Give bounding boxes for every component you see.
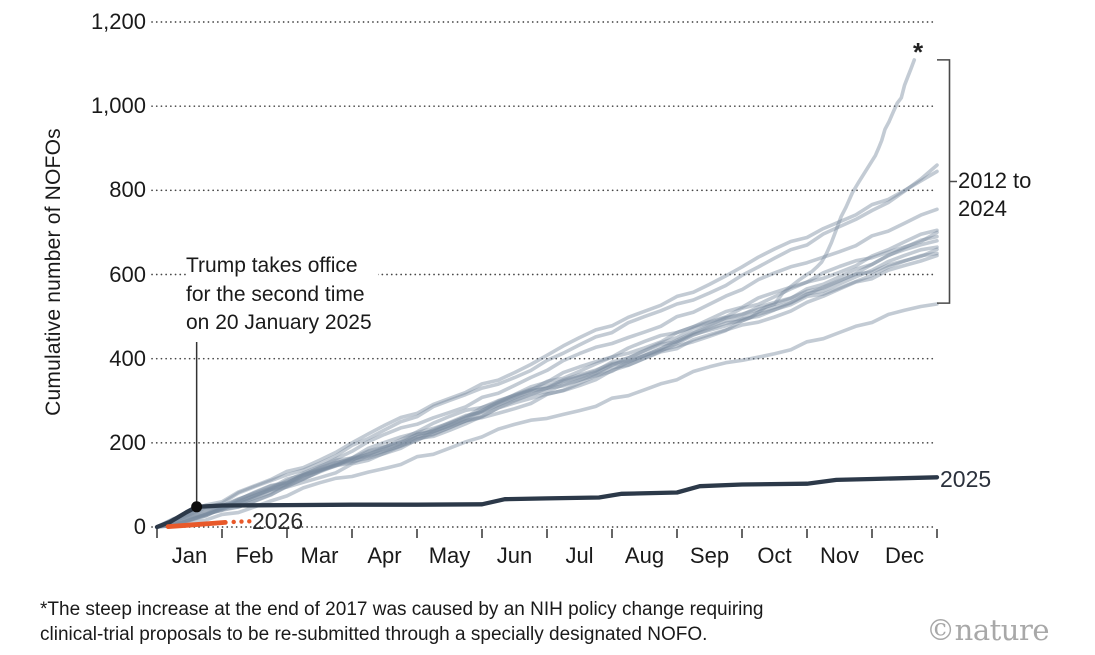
series-2026-dotted-tail [239,519,244,524]
series-label-2025: 2025 [940,466,992,492]
series-line-2019 [155,169,939,529]
y-tick-label: 1,200 [90,9,146,34]
bracket-label-2012-to-2024: 2012 to 2024 [958,168,1032,221]
annotation-trump-takes-office: Trump takes office for the second time o… [186,252,378,340]
y-tick-label: 400 [109,345,146,371]
series-line-2016 [155,230,939,529]
y-tick-label: 0 [133,514,146,539]
series-line-2022 [155,234,939,529]
series-label-2026: 2026 [252,508,304,534]
x-tick-label-sep: Sep [689,543,730,568]
annotation-point-marker [191,501,203,513]
series-line-2013 [155,302,939,529]
series-2026-dotted-tail [247,519,252,524]
y-tick-label: 600 [109,261,146,287]
series-line-2023 [155,245,939,529]
series-line-2012 [155,251,939,529]
series-line-2017 [155,58,917,529]
x-tick-label-jan: Jan [171,543,208,568]
nature-logo: ©nature [926,613,1049,647]
x-tick-label-feb: Feb [235,543,274,568]
x-tick-label-mar: Mar [300,543,339,568]
x-tick-label-oct: Oct [757,543,792,568]
series-line-2015 [155,247,939,529]
y-tick-label: 1,000 [90,93,146,119]
x-tick-label-nov: Nov [819,543,860,568]
x-tick-label-apr: Apr [367,543,402,568]
x-tick-label-aug: Aug [624,543,665,568]
series-2026-dotted-tail [231,519,236,525]
series-line-2020 [155,207,939,529]
range-bracket-2012-2024 [937,59,957,304]
series-line-2018 [155,163,939,529]
asterisk-marker: * [913,37,924,67]
series-line-2024 [155,239,939,529]
series-line-2021 [155,228,939,529]
y-tick-label: 200 [109,429,146,455]
x-tick-label-jun: Jun [496,543,533,568]
series-line-2026 [165,520,228,529]
y-tick-label: 800 [109,177,146,203]
series-line-2014 [155,253,939,529]
footnote-text: *The steep increase at the end of 2017 w… [40,599,764,645]
x-tick-label-jul: Jul [565,543,594,568]
x-tick-label-may: May [428,543,471,568]
x-tick-label-dec: Dec [884,543,925,568]
